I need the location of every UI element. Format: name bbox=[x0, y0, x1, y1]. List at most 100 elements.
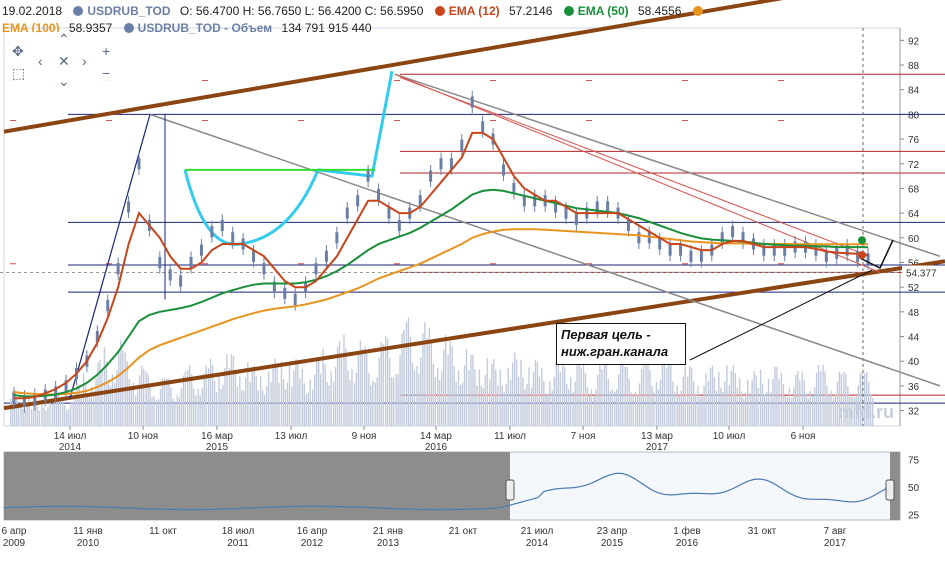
candle-body bbox=[449, 158, 453, 170]
volume-bar bbox=[653, 392, 655, 426]
volume-bar bbox=[195, 395, 197, 426]
volume-bar bbox=[332, 382, 335, 426]
volume-bar bbox=[441, 371, 443, 426]
volume-bar bbox=[861, 372, 863, 426]
zoom-out-icon[interactable]: − bbox=[102, 65, 111, 81]
volume-bar bbox=[661, 362, 664, 426]
volume-bar bbox=[184, 371, 187, 426]
reset-icon[interactable]: ✕ bbox=[58, 53, 70, 69]
volume-bar bbox=[322, 348, 324, 426]
volume-bar bbox=[447, 354, 449, 426]
volume-bar bbox=[224, 367, 226, 426]
candle-body bbox=[189, 256, 193, 269]
candle-body bbox=[356, 195, 360, 207]
volume-bar bbox=[80, 394, 82, 426]
volume-bar bbox=[515, 359, 518, 426]
y-tick-label: 36 bbox=[908, 382, 920, 393]
volume-bar bbox=[489, 379, 491, 426]
volume-bar bbox=[720, 387, 722, 426]
candle-body bbox=[366, 170, 370, 182]
legend-date: 19.02.2018 bbox=[2, 4, 63, 18]
volume-bar bbox=[239, 376, 241, 426]
volume-bar bbox=[142, 368, 145, 426]
chevron-up-icon[interactable]: ⌃ bbox=[58, 31, 70, 47]
volume-bar bbox=[278, 383, 280, 426]
volume-bar bbox=[663, 352, 666, 426]
volume-bar bbox=[305, 394, 308, 426]
volume-bar bbox=[180, 388, 183, 426]
volume-bar bbox=[741, 391, 743, 426]
volume-bar bbox=[553, 376, 555, 426]
candle-body bbox=[522, 195, 526, 207]
chevron-down-icon[interactable]: ⌄ bbox=[58, 73, 70, 89]
volume-bar bbox=[284, 389, 287, 426]
volume-bar bbox=[255, 376, 257, 426]
volume-bar bbox=[297, 363, 299, 426]
navigator-x-label: 18 июл bbox=[222, 526, 255, 537]
volume-bar bbox=[807, 398, 809, 426]
volume-bar bbox=[295, 359, 297, 426]
candle-body bbox=[252, 250, 256, 262]
volume-bar bbox=[226, 354, 228, 426]
candle-body bbox=[699, 250, 703, 262]
volume-bar bbox=[114, 382, 116, 426]
chevron-right-icon[interactable]: › bbox=[82, 53, 87, 69]
volume-bar bbox=[397, 374, 399, 426]
volume-bar bbox=[692, 381, 695, 426]
channel-lower-line bbox=[3, 259, 945, 411]
volume-bar bbox=[207, 368, 210, 426]
candle-body bbox=[397, 219, 401, 232]
volume-bar bbox=[603, 359, 606, 426]
watermark: mfd.ru bbox=[838, 402, 894, 422]
volume-bar bbox=[745, 392, 747, 426]
volume-bar bbox=[388, 358, 391, 426]
volume-bar bbox=[722, 391, 724, 426]
navigator-x-year: 2016 bbox=[676, 538, 699, 549]
volume-bar bbox=[715, 391, 718, 426]
volume-bar bbox=[736, 387, 739, 426]
volume-bar bbox=[407, 317, 410, 426]
volume-bar bbox=[197, 388, 199, 426]
volume-bar bbox=[405, 321, 408, 426]
volume-bar bbox=[811, 395, 814, 426]
volume-bar bbox=[382, 344, 384, 426]
volume-bar bbox=[836, 381, 839, 426]
volume-bar bbox=[786, 397, 789, 426]
volume-bar bbox=[845, 373, 847, 426]
volume-bar bbox=[513, 352, 516, 426]
chevron-left-icon[interactable]: ‹ bbox=[38, 53, 43, 69]
candle-body bbox=[783, 244, 787, 256]
candle-body bbox=[501, 164, 505, 176]
volume-bar bbox=[218, 376, 220, 426]
move-icon[interactable]: ✥ bbox=[12, 43, 24, 59]
volume-bar bbox=[309, 379, 312, 426]
volume-bar bbox=[38, 410, 41, 426]
volume-bar bbox=[355, 372, 358, 426]
volume-bar bbox=[176, 395, 179, 426]
volume-bar bbox=[201, 388, 203, 426]
volume-bar bbox=[642, 365, 645, 426]
zoom-in-icon[interactable]: + bbox=[102, 43, 111, 59]
navigator-x-label: 21 янв bbox=[373, 526, 403, 537]
volume-bar bbox=[686, 376, 689, 426]
volume-bar bbox=[59, 401, 62, 426]
volume-bar bbox=[392, 377, 395, 426]
volume-bar bbox=[668, 358, 670, 426]
volume-bar bbox=[649, 369, 651, 426]
candle-body bbox=[158, 256, 162, 269]
volume-bar bbox=[161, 378, 164, 426]
navigator-shade-left bbox=[4, 452, 510, 520]
volume-bar bbox=[772, 378, 774, 426]
candle-body bbox=[324, 250, 328, 262]
legend-symbol: USDRUB_TOD bbox=[87, 4, 171, 18]
chart-navigation-controls: ✥ ⬚ ⌃ ‹ ✕ › ⌄ + − bbox=[6, 31, 118, 88]
x-tick-label: 6 ноя bbox=[791, 431, 816, 442]
volume-bar bbox=[709, 367, 712, 426]
volume-bar bbox=[597, 374, 599, 426]
ema12-line bbox=[14, 131, 869, 400]
volume-bar bbox=[66, 410, 68, 426]
zoom-area-icon[interactable]: ⬚ bbox=[12, 65, 26, 81]
volume-bar bbox=[478, 369, 481, 426]
volume-bar bbox=[743, 398, 745, 426]
